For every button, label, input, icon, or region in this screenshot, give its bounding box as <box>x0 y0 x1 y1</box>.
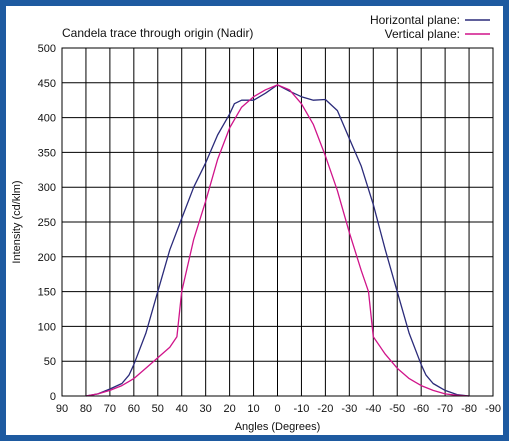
y-tick-label: 100 <box>38 321 56 333</box>
x-tick-label: 70 <box>104 403 116 415</box>
x-tick-label: 90 <box>56 403 68 415</box>
x-tick-label: 0 <box>274 403 280 415</box>
series-line-1 <box>85 84 470 397</box>
legend-label-1: Vertical plane: <box>385 27 460 41</box>
x-tick-label: 20 <box>223 403 235 415</box>
legend: Horizontal plane:Vertical plane: <box>370 13 490 41</box>
x-tick-label: -90 <box>485 403 501 415</box>
x-tick-label: -60 <box>413 403 429 415</box>
x-tick-label: 30 <box>200 403 212 415</box>
chart-title: Candela trace through origin (Nadir) <box>62 26 253 40</box>
series-lines <box>85 84 470 397</box>
chart-frame: Candela trace through origin (Nadir) Hor… <box>6 6 503 435</box>
x-tick-label: -70 <box>437 403 453 415</box>
y-tick-label: 50 <box>44 356 56 368</box>
x-tick-label: 80 <box>80 403 92 415</box>
y-tick-label: 250 <box>38 217 56 229</box>
x-tick-label: -30 <box>341 403 357 415</box>
x-tick-label: 10 <box>247 403 259 415</box>
candela-chart: Candela trace through origin (Nadir) Hor… <box>11 13 501 433</box>
y-tick-label: 500 <box>38 43 56 55</box>
x-tick-label: -10 <box>293 403 309 415</box>
x-tick-label: -40 <box>365 403 381 415</box>
series-line-0 <box>85 84 470 397</box>
x-tick-label: -50 <box>389 403 405 415</box>
y-tick-label: 350 <box>38 147 56 159</box>
y-tick-label: 400 <box>38 113 56 125</box>
legend-label-0: Horizontal plane: <box>370 13 460 27</box>
x-tick-label: 50 <box>152 403 164 415</box>
y-tick-labels: 0 50 100 150 200 250 300 350 400 450 500 <box>38 43 56 403</box>
x-tick-label: -20 <box>317 403 333 415</box>
x-tick-label: 60 <box>128 403 140 415</box>
plot-border <box>61 47 494 397</box>
y-tick-label: 150 <box>38 287 56 299</box>
x-axis-label: Angles (Degrees) <box>235 421 321 433</box>
y-axis-label: Intensity (cd/klm) <box>11 180 23 263</box>
y-tick-label: 300 <box>38 182 56 194</box>
x-tick-label: -80 <box>461 403 477 415</box>
x-tick-label: 40 <box>176 403 188 415</box>
y-tick-label: 0 <box>50 391 56 403</box>
x-tick-labels: 90 80 70 60 50 40 30 20 10 0 -10 -20 -30 -40 -50 -60 -70… <box>56 403 501 415</box>
y-tick-label: 450 <box>38 78 56 90</box>
y-tick-label: 200 <box>38 252 56 264</box>
